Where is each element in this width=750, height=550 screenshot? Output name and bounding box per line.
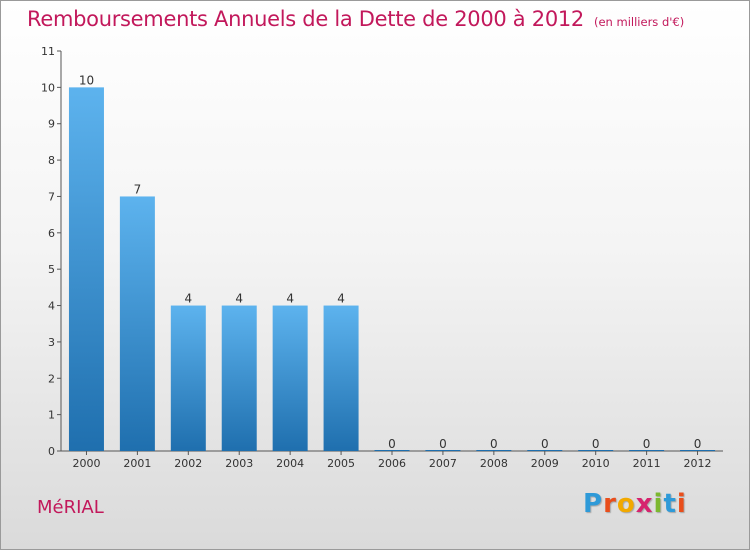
data-label: 0 xyxy=(439,437,447,451)
data-label: 0 xyxy=(541,437,549,451)
x-tick-label: 2002 xyxy=(174,457,202,470)
x-tick-label: 2011 xyxy=(633,457,661,470)
bar xyxy=(170,305,206,451)
chart-bars: 10 7 4 4 4 4 0 0 0 0 0 0 0 xyxy=(68,73,716,451)
logo-letter: i xyxy=(676,489,687,519)
logo-letter: o xyxy=(616,489,636,519)
y-tick-label: 2 xyxy=(48,372,55,385)
bar xyxy=(476,450,512,451)
bar xyxy=(323,305,359,451)
chart-axes: 0 1 2 3 4 5 6 7 8 9 10 11 2000 2001 2002 2003 2004 2005 20… xyxy=(41,45,723,470)
data-label: 4 xyxy=(337,292,345,306)
bar xyxy=(578,450,614,451)
chart-title: Remboursements Annuels de la Dette de 20… xyxy=(27,7,684,31)
data-label: 0 xyxy=(388,437,396,451)
logo-letter: P xyxy=(583,489,604,519)
x-tick-label: 2009 xyxy=(531,457,559,470)
city-name: MéRIAL xyxy=(37,497,104,518)
x-tick-label: 2012 xyxy=(684,457,712,470)
data-label: 0 xyxy=(694,437,702,451)
data-label: 4 xyxy=(286,292,294,306)
chart-title-text: Remboursements Annuels de la Dette de 20… xyxy=(27,7,584,31)
x-tick-label: 2001 xyxy=(123,457,151,470)
data-label: 10 xyxy=(79,73,94,87)
data-label: 7 xyxy=(134,182,142,196)
data-label: 4 xyxy=(235,292,243,306)
data-label: 0 xyxy=(643,437,651,451)
x-tick-label: 2003 xyxy=(225,457,253,470)
bar xyxy=(629,450,665,451)
bar xyxy=(527,450,563,451)
bar xyxy=(680,450,716,451)
y-tick-label: 0 xyxy=(48,445,55,458)
bar xyxy=(272,305,308,451)
bar xyxy=(119,196,155,451)
data-label: 4 xyxy=(184,292,192,306)
y-tick-label: 4 xyxy=(48,300,55,313)
logo-letter: i xyxy=(653,489,664,519)
x-tick-label: 2008 xyxy=(480,457,508,470)
bar xyxy=(374,450,410,451)
y-tick-label: 3 xyxy=(48,336,55,349)
x-tick-label: 2006 xyxy=(378,457,406,470)
chart-unit: (en milliers d'€) xyxy=(594,15,685,29)
bar xyxy=(221,305,257,451)
y-tick-label: 6 xyxy=(48,227,55,240)
y-tick-label: 10 xyxy=(41,81,55,94)
logo-letter: r xyxy=(603,489,617,519)
logo-letter: t xyxy=(663,489,677,519)
bar xyxy=(68,87,104,451)
y-tick-label: 1 xyxy=(48,409,55,422)
y-tick-label: 8 xyxy=(48,154,55,167)
logo-letter: x xyxy=(635,489,654,519)
x-tick-label: 2010 xyxy=(582,457,610,470)
x-tick-label: 2004 xyxy=(276,457,304,470)
y-tick-label: 5 xyxy=(48,263,55,276)
x-tick-label: 2007 xyxy=(429,457,457,470)
x-tick-label: 2005 xyxy=(327,457,355,470)
bar xyxy=(425,450,461,451)
y-tick-label: 9 xyxy=(48,118,55,131)
data-label: 0 xyxy=(490,437,498,451)
y-tick-label: 11 xyxy=(41,45,55,58)
y-tick-label: 7 xyxy=(48,190,55,203)
data-label: 0 xyxy=(592,437,600,451)
x-tick-label: 2000 xyxy=(72,457,100,470)
proxiti-logo[interactable]: Proxiti xyxy=(583,489,687,519)
